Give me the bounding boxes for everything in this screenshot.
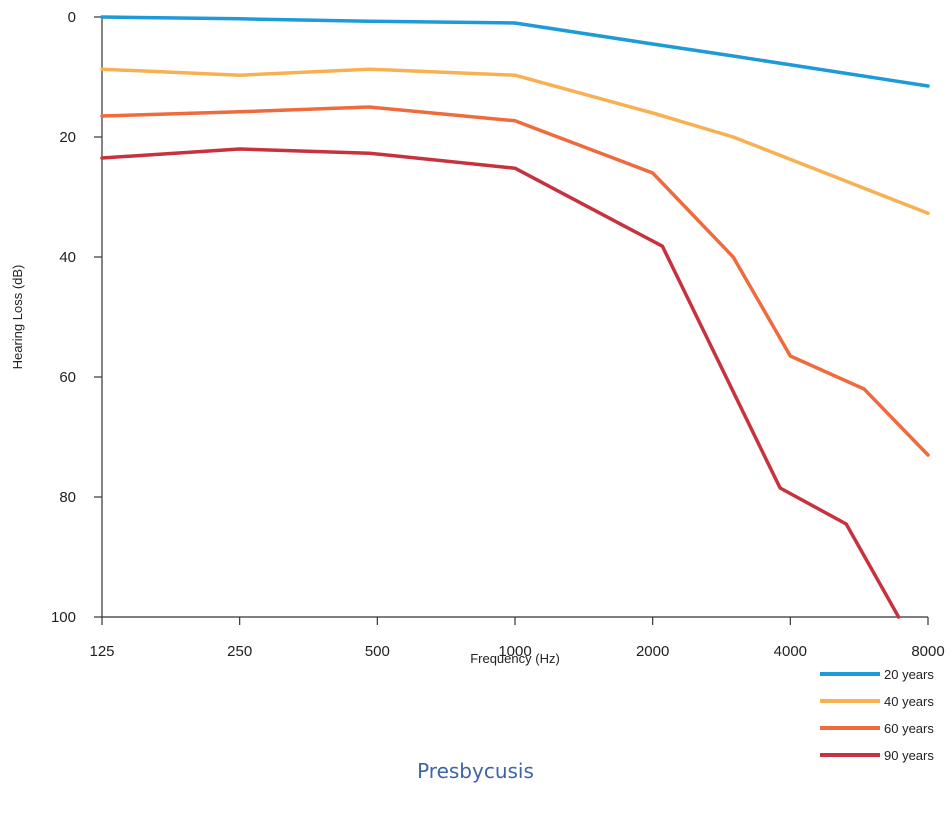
y-tick-label: 40 [59,249,76,266]
y-tick-label: 0 [68,9,76,26]
series-line-3 [100,105,930,457]
x-tick-label: 2000 [636,643,669,660]
series-lines [100,15,930,619]
legend-label: 20 years [884,667,934,682]
y-tick-label: 60 [59,369,76,386]
x-tick-label: 250 [227,643,252,660]
chart-caption: Presbycusis [417,759,534,783]
legend-label: 40 years [884,694,934,709]
y-tick-label: 80 [59,489,76,506]
legend-label: 90 years [884,748,934,763]
legend-label: 60 years [884,721,934,736]
legend: 20 years 40 years 60 years 90 years [820,667,934,763]
axes: 0 20 40 60 80 100 125 250 500 1000 2000 4000 8000 [51,9,945,660]
x-tick-label: 8000 [911,643,944,660]
y-tick-label: 20 [59,129,76,146]
y-tick-label: 100 [51,609,76,626]
y-axis-label: Hearing Loss (dB) [10,265,25,370]
x-tick-label: 1000 [498,643,531,660]
series-line-4 [100,147,901,619]
x-tick-label: 500 [365,643,390,660]
series-line-2 [100,67,930,215]
series-line-1 [100,15,930,88]
x-tick-label: 4000 [774,643,807,660]
x-axis-label: Frequency (Hz) [470,651,560,666]
x-tick-label: 125 [89,643,114,660]
